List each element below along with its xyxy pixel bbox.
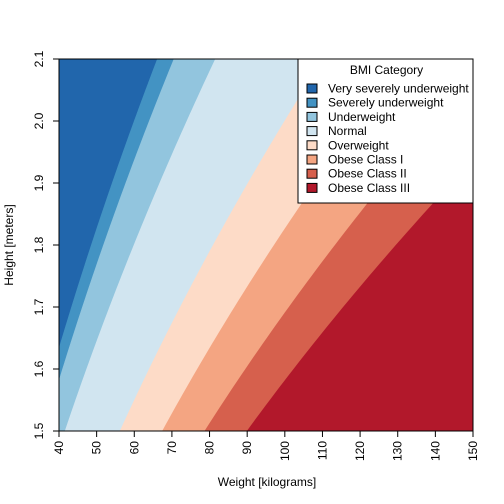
x-tick-label: 60 <box>127 441 141 455</box>
x-tick-label: 130 <box>391 441 405 461</box>
x-tick-label: 90 <box>240 441 254 455</box>
x-tick-label: 70 <box>165 441 179 455</box>
legend-swatch <box>306 97 318 108</box>
legend-swatch <box>306 111 318 122</box>
x-tick-label: 50 <box>90 441 104 455</box>
legend-swatch <box>306 154 318 165</box>
legend-box <box>297 58 474 204</box>
x-tick-label: 80 <box>203 441 217 455</box>
legend-label: Very severely underweight <box>328 82 469 96</box>
y-tick-label: 1.8 <box>32 236 46 253</box>
x-axis: 40 50 60 70 80 90 100 110 120 130 140 150 <box>52 431 480 461</box>
legend-label: Severely underweight <box>328 96 444 110</box>
legend-swatch <box>306 168 318 179</box>
legend-label: Normal <box>328 124 367 138</box>
legend-label: Overweight <box>328 138 389 152</box>
legend-swatch <box>306 83 318 94</box>
x-tick-label: 140 <box>428 441 442 461</box>
legend-swatch <box>306 126 318 137</box>
y-tick-label: 1.7 <box>32 298 46 315</box>
legend-label: Obese Class II <box>328 167 407 181</box>
y-tick-label: 2.1 <box>32 50 46 67</box>
legend-label: Obese Class I <box>328 153 403 167</box>
x-tick-label: 40 <box>52 441 66 455</box>
legend-label: Underweight <box>328 110 396 124</box>
legend-title: BMI Category <box>350 63 423 77</box>
legend: BMI Category Very severely underweightSe… <box>297 58 474 204</box>
legend-label: Obese Class III <box>328 181 410 195</box>
x-axis-label: Weight [kilograms] <box>218 475 316 489</box>
x-tick-label: 110 <box>315 441 329 460</box>
x-tick-label: 120 <box>353 441 367 461</box>
y-axis: 1.5 1.6 1.7 1.8 1.9 2.0 2.1 <box>32 50 59 439</box>
x-tick-label: 150 <box>466 441 480 461</box>
y-tick-label: 2.0 <box>32 112 46 129</box>
y-axis-label: Height [meters] <box>2 204 16 285</box>
y-tick-label: 1.6 <box>32 360 46 377</box>
legend-swatch <box>306 140 318 151</box>
legend-swatch <box>306 182 318 193</box>
y-tick-label: 1.5 <box>32 422 46 439</box>
y-tick-label: 1.9 <box>32 174 46 191</box>
x-tick-label: 100 <box>278 441 292 461</box>
